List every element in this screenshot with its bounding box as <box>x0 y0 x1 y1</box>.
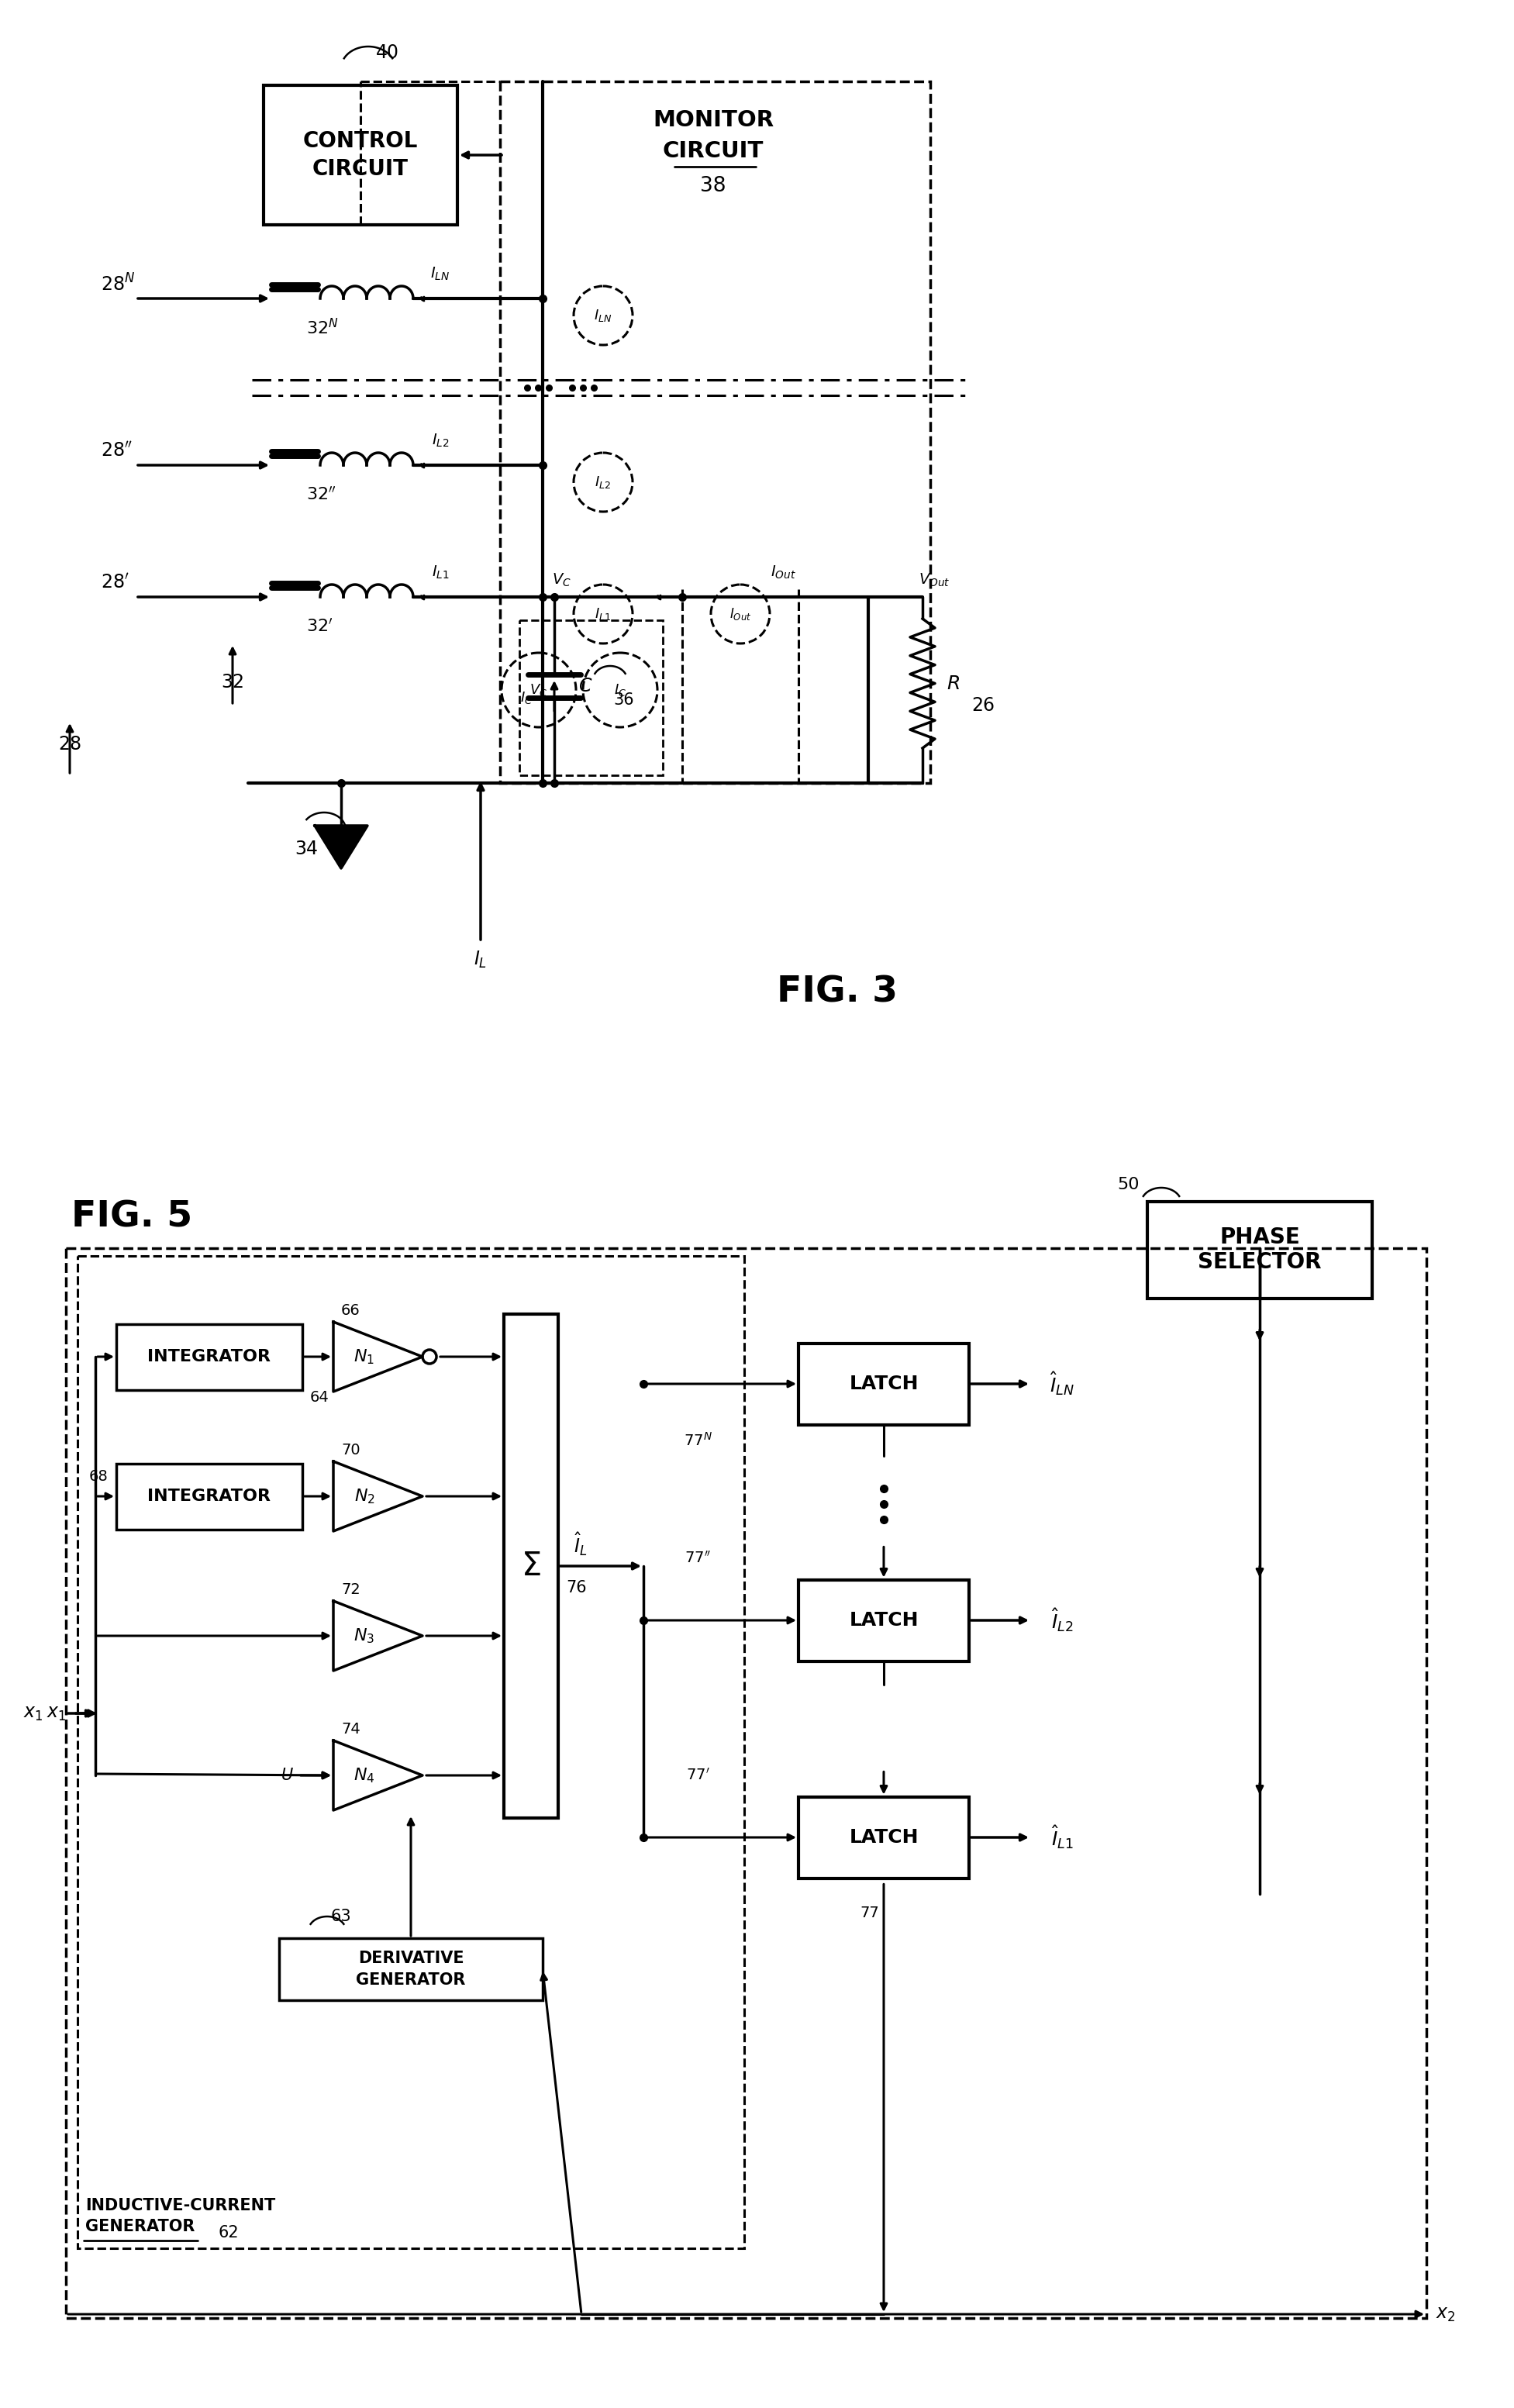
Text: 64: 64 <box>310 1389 329 1404</box>
Text: $I_{Out}$: $I_{Out}$ <box>771 563 796 580</box>
Text: 32: 32 <box>221 672 244 691</box>
Text: $\hat{I}_{L1}$: $\hat{I}_{L1}$ <box>1051 1823 1073 1852</box>
Text: INDUCTIVE-CURRENT: INDUCTIVE-CURRENT <box>85 2199 276 2213</box>
Text: $28''$: $28''$ <box>101 443 133 460</box>
Text: DERIVATIVE: DERIVATIVE <box>357 1950 463 1965</box>
Text: FIG. 3: FIG. 3 <box>777 975 898 1009</box>
Text: $32'$: $32'$ <box>306 619 333 636</box>
Text: $I_{L1}$: $I_{L1}$ <box>595 607 612 621</box>
Text: C: C <box>578 677 592 696</box>
Polygon shape <box>315 826 368 869</box>
Text: $28^N$: $28^N$ <box>101 275 135 296</box>
Text: $N_2$: $N_2$ <box>354 1488 375 1505</box>
Text: $V_{Out}$: $V_{Out}$ <box>919 571 949 588</box>
Text: $32''$: $32''$ <box>306 486 336 503</box>
Text: 63: 63 <box>330 1910 351 1924</box>
Text: $\Sigma$: $\Sigma$ <box>521 1551 540 1582</box>
Text: $N_4$: $N_4$ <box>354 1765 375 1784</box>
Text: $32^N$: $32^N$ <box>306 318 339 337</box>
Text: $\hat{I}_{L2}$: $\hat{I}_{L2}$ <box>1051 1606 1073 1633</box>
Bar <box>798 1580 969 1662</box>
Text: $I_{LN}$: $I_{LN}$ <box>430 265 450 282</box>
Text: 76: 76 <box>566 1580 586 1597</box>
Text: $V_C$: $V_C$ <box>553 571 571 588</box>
Bar <box>279 1938 542 2001</box>
Text: GENERATOR: GENERATOR <box>85 2218 195 2235</box>
Bar <box>519 621 663 775</box>
Text: 68: 68 <box>89 1469 109 1483</box>
Text: $77'$: $77'$ <box>686 1767 710 1782</box>
Text: $I_{L2}$: $I_{L2}$ <box>431 431 450 448</box>
Text: 28: 28 <box>58 734 82 754</box>
Text: INTEGRATOR: INTEGRATOR <box>148 1488 271 1505</box>
Text: $N_3$: $N_3$ <box>354 1628 375 1645</box>
Text: INTEGRATOR: INTEGRATOR <box>148 1348 271 1365</box>
Text: $V_C$: $V_C$ <box>530 681 548 698</box>
Text: $I_{L2}$: $I_{L2}$ <box>595 474 612 489</box>
Text: CONTROL: CONTROL <box>303 130 418 152</box>
Bar <box>1148 1202 1372 1298</box>
Text: $77''$: $77''$ <box>684 1551 712 1565</box>
Text: PHASE: PHASE <box>1219 1226 1301 1250</box>
Text: SELECTOR: SELECTOR <box>1198 1252 1322 1274</box>
Text: 74: 74 <box>341 1722 360 1736</box>
Text: FIG. 5: FIG. 5 <box>71 1199 192 1235</box>
Text: 26: 26 <box>972 696 995 715</box>
Text: $28'$: $28'$ <box>101 573 129 592</box>
Text: 72: 72 <box>341 1582 360 1597</box>
Text: $I_{Out}$: $I_{Out}$ <box>730 607 751 621</box>
Bar <box>798 1796 969 1878</box>
Text: CIRCUIT: CIRCUIT <box>312 159 409 181</box>
Text: $I_C$: $I_C$ <box>615 681 627 698</box>
Text: $\hat{I}_{LN}$: $\hat{I}_{LN}$ <box>1049 1370 1075 1397</box>
Text: LATCH: LATCH <box>849 1828 919 1847</box>
Bar <box>504 1315 559 1818</box>
Text: 40: 40 <box>375 43 400 63</box>
Text: 77: 77 <box>860 1905 880 1919</box>
Bar <box>500 82 930 783</box>
Text: 36: 36 <box>613 694 634 708</box>
Text: $I_L$: $I_L$ <box>474 949 488 970</box>
Text: GENERATOR: GENERATOR <box>356 1972 466 1987</box>
Text: CIRCUIT: CIRCUIT <box>663 140 763 161</box>
Bar <box>77 1257 745 2249</box>
Text: 50: 50 <box>1117 1178 1140 1192</box>
Text: R: R <box>946 674 960 694</box>
Text: 70: 70 <box>341 1442 360 1457</box>
Text: $I_{LN}$: $I_{LN}$ <box>593 308 612 323</box>
Text: $x_1$: $x_1$ <box>45 1705 67 1722</box>
Text: 66: 66 <box>341 1303 360 1317</box>
Bar <box>117 1324 303 1389</box>
Bar <box>117 1464 303 1529</box>
Text: MONITOR: MONITOR <box>653 108 774 130</box>
Text: $I_{L1}$: $I_{L1}$ <box>431 563 450 580</box>
Text: $x_1$: $x_1$ <box>23 1705 42 1722</box>
Bar <box>263 84 457 224</box>
Bar <box>67 1247 1426 2319</box>
Text: $x_2$: $x_2$ <box>1435 2304 1455 2324</box>
Text: 38: 38 <box>699 176 727 195</box>
Text: U: U <box>282 1767 292 1784</box>
Text: $I_C$: $I_C$ <box>521 691 533 706</box>
Text: LATCH: LATCH <box>849 1611 919 1630</box>
Text: 34: 34 <box>295 840 318 857</box>
Text: 62: 62 <box>218 2225 239 2239</box>
Bar <box>798 1344 969 1426</box>
Text: $77^N$: $77^N$ <box>683 1433 712 1450</box>
Text: LATCH: LATCH <box>849 1375 919 1394</box>
Text: $N_1$: $N_1$ <box>354 1348 375 1365</box>
Text: $\hat{I}_L$: $\hat{I}_L$ <box>574 1531 587 1558</box>
